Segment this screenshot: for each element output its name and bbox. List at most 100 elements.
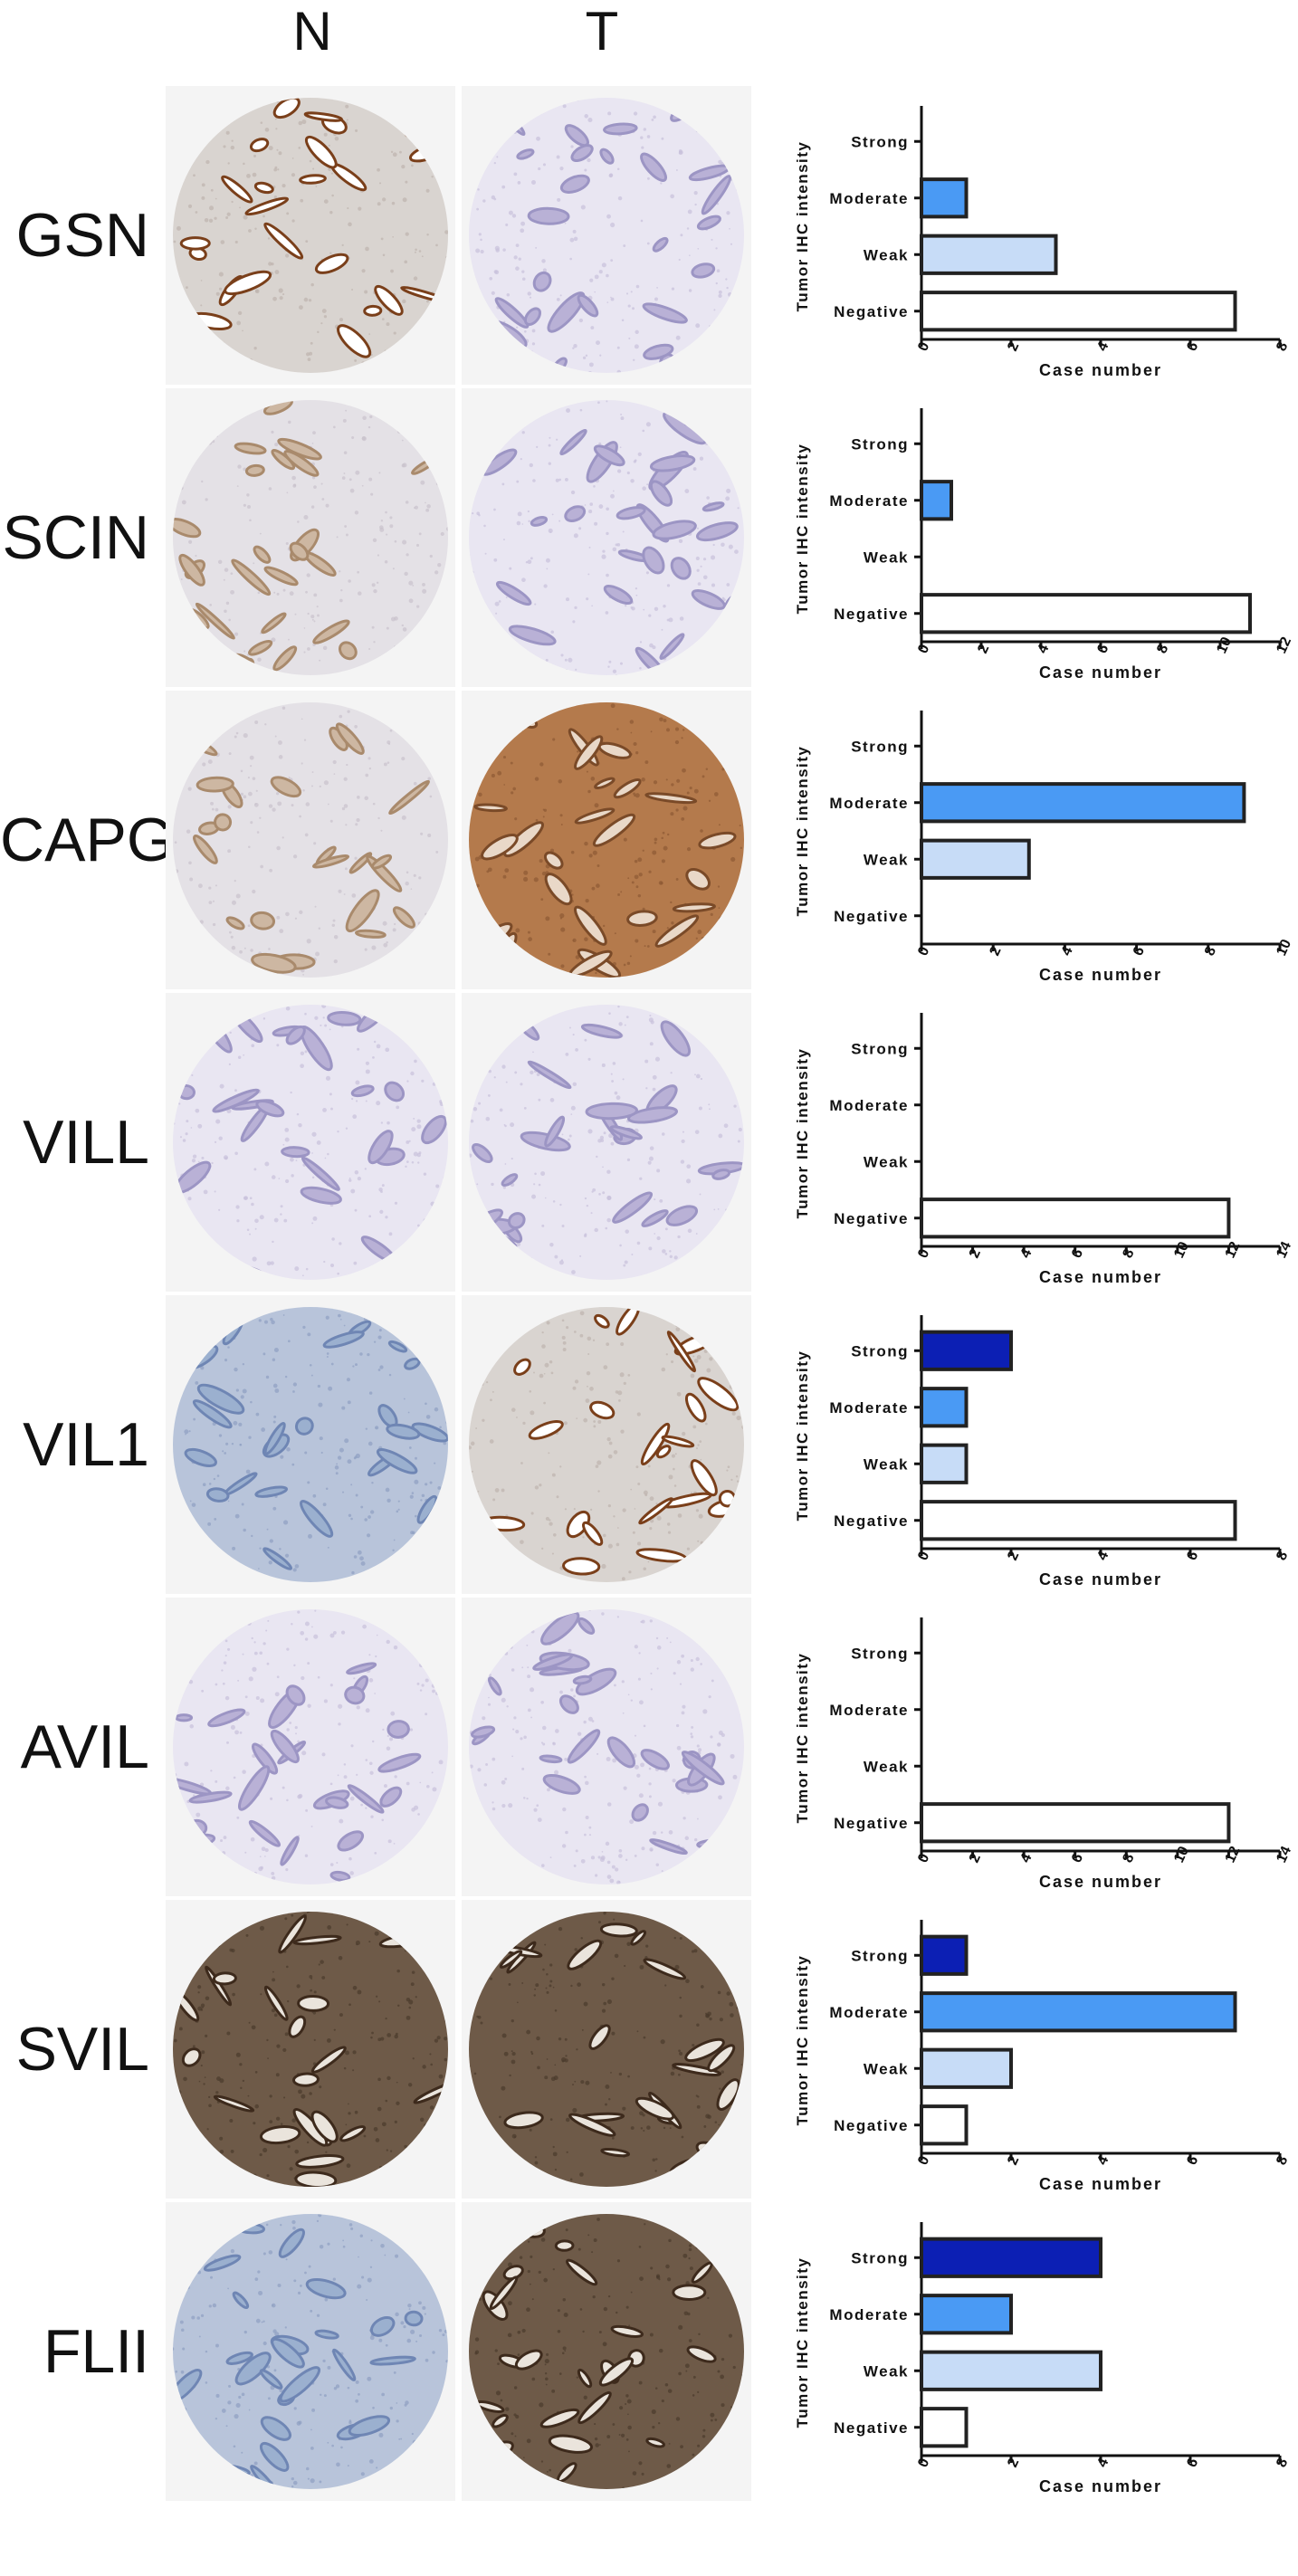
x-tick-label: 0 (915, 1246, 932, 1260)
category-label-weak: Weak (864, 1153, 909, 1170)
normal-tissue-panel (166, 993, 455, 1292)
tumor-tissue-image-capg (462, 691, 751, 989)
x-tick-label: 6 (1131, 944, 1148, 958)
normal-tissue-image-avil (166, 1598, 455, 1896)
x-tick-label: 0 (915, 642, 932, 655)
gene-label: AVIL (20, 1713, 149, 1781)
bar-moderate (920, 2294, 1013, 2335)
x-axis-label: Case number (1039, 1268, 1162, 1286)
x-tick-label: 0 (915, 944, 932, 958)
tissue-core (173, 1307, 448, 1582)
bar-strong (920, 2237, 1102, 2278)
category-label-strong: Strong (851, 738, 909, 755)
y-axis-label: Tumor IHC intensity (794, 141, 811, 312)
chart-container: Negative Weak Moderate Strong 0 2 4 6 8 10 12 14 Cas… (787, 1598, 1298, 1896)
x-tick-label: 4 (1094, 2456, 1112, 2469)
row-avil: AVIL Negative Weak Moderate Strong 0 2 4 6 8 10 12 1… (0, 1598, 1298, 1896)
x-tick-label: 0 (915, 2456, 932, 2469)
x-tick-label: 10 (1274, 937, 1294, 958)
category-label-moderate: Moderate (829, 1097, 909, 1114)
tumor-tissue-panel (462, 691, 751, 989)
x-tick-label: 8 (1274, 339, 1291, 353)
category-label-strong: Strong (851, 1040, 909, 1057)
x-axis-label: Case number (1039, 2477, 1162, 2495)
bar-chart-scin: Negative Weak Moderate Strong 0 2 4 6 8 10 12 Case … (794, 408, 1294, 682)
normal-tissue-panel (166, 388, 455, 687)
tissue-core (469, 2214, 744, 2489)
category-label-strong: Strong (851, 133, 909, 150)
gene-label: VIL1 (23, 1410, 149, 1479)
x-tick-label: 0 (915, 2153, 932, 2167)
x-axis-label: Case number (1039, 966, 1162, 984)
bar-weak (920, 1443, 969, 1484)
x-tick-label: 8 (1121, 1851, 1138, 1865)
row-svil: SVIL Negative Weak Moderate Strong 0 2 4 6 8 Case … (0, 1900, 1298, 2199)
x-tick-label: 4 (1017, 1851, 1035, 1865)
normal-tissue-image-svil (166, 1900, 455, 2199)
x-tick-label: 2 (1005, 1549, 1022, 1562)
tissue-core (469, 1307, 744, 1582)
x-tick-label: 2 (1005, 2456, 1022, 2469)
x-tick-label: 10 (1171, 1844, 1192, 1865)
x-axis-label: Case number (1039, 2175, 1162, 2193)
normal-tissue-panel (166, 691, 455, 989)
category-label-negative: Negative (834, 2117, 909, 2134)
row-vill: VILL Negative Weak Moderate Strong 0 2 4 6 8 10 12 1… (0, 993, 1298, 1292)
bar-strong (920, 1330, 1013, 1371)
x-tick-label: 6 (1184, 2153, 1201, 2167)
normal-tissue-image-scin (166, 388, 455, 687)
category-label-negative: Negative (834, 1815, 909, 1832)
row-scin: SCIN Negative Weak Moderate Strong 0 2 4 6 8 10 12 C… (0, 388, 1298, 687)
x-axis-label: Case number (1039, 1570, 1162, 1589)
bar-chart-vill: Negative Weak Moderate Strong 0 2 4 6 8 10 12 14 Cas… (794, 1013, 1294, 1286)
x-tick-label: 8 (1274, 2456, 1291, 2469)
tissue-core (469, 1609, 744, 1884)
tissue-core (173, 1912, 448, 2187)
bar-moderate (920, 177, 969, 219)
x-tick-label: 12 (1274, 634, 1294, 655)
x-tick-label: 2 (975, 642, 992, 655)
tumor-tissue-image-avil (462, 1598, 751, 1896)
category-label-strong: Strong (851, 2249, 909, 2266)
normal-tissue-panel (166, 86, 455, 385)
x-tick-label: 4 (1094, 2153, 1112, 2167)
bar-chart-vil1: Negative Weak Moderate Strong 0 2 4 6 8 Case numb… (794, 1315, 1291, 1589)
category-label-weak: Weak (864, 1455, 909, 1473)
x-tick-label: 10 (1214, 634, 1235, 655)
bar-negative (920, 291, 1237, 332)
x-tick-label: 6 (1069, 1851, 1086, 1865)
gene-label: FLII (43, 2317, 149, 2386)
x-tick-label: 6 (1184, 1549, 1201, 1562)
category-label-negative: Negative (834, 1210, 909, 1227)
x-tick-label: 2 (1005, 339, 1022, 353)
normal-tissue-image-gsn (166, 86, 455, 385)
x-tick-label: 10 (1171, 1239, 1192, 1260)
tissue-core (173, 1609, 448, 1884)
chart-container: Negative Weak Moderate Strong 0 2 4 6 8 Case numb… (787, 86, 1298, 385)
x-tick-label: 6 (1094, 642, 1112, 655)
category-label-moderate: Moderate (829, 1399, 909, 1417)
tumor-tissue-panel (462, 388, 751, 687)
x-tick-label: 8 (1274, 1549, 1291, 1562)
bar-weak (920, 2047, 1013, 2089)
x-tick-label: 8 (1154, 642, 1171, 655)
tissue-core (173, 98, 448, 373)
x-tick-label: 8 (1121, 1246, 1138, 1260)
y-axis-label: Tumor IHC intensity (794, 1653, 811, 1824)
tumor-tissue-image-gsn (462, 86, 751, 385)
normal-tissue-panel (166, 1295, 455, 1594)
row-flii: FLII Negative Weak Moderate Strong 0 2 4 6 8 Case … (0, 2202, 1298, 2501)
gene-label: VILL (23, 1108, 149, 1177)
normal-tissue-panel (166, 1598, 455, 1896)
x-tick-label: 6 (1184, 2456, 1201, 2469)
x-tick-label: 14 (1274, 1844, 1294, 1865)
row-gsn: GSN Negative Weak Moderate Strong 0 2 4 6 8 Case n… (0, 86, 1298, 385)
chart-container: Negative Weak Moderate Strong 0 2 4 6 8 10 12 14 Cas… (787, 993, 1298, 1292)
category-label-weak: Weak (864, 549, 909, 566)
normal-tissue-panel (166, 1900, 455, 2199)
y-axis-label: Tumor IHC intensity (794, 1048, 811, 1219)
tumor-tissue-image-svil (462, 1900, 751, 2199)
x-tick-label: 8 (1202, 944, 1219, 958)
bar-chart-capg: Negative Weak Moderate Strong 0 2 4 6 8 10 Case nu… (794, 711, 1294, 984)
